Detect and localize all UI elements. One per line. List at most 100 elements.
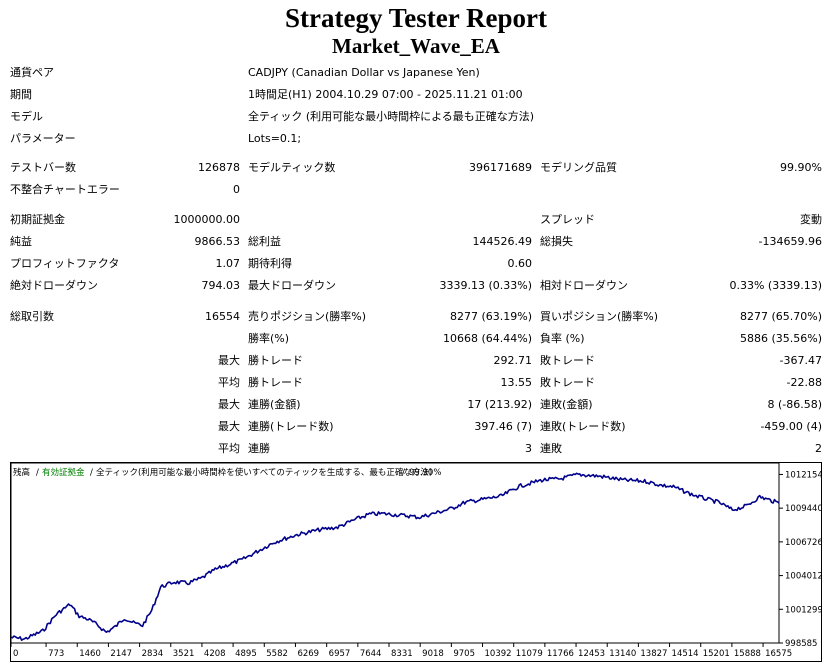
x-tick-label: 13140 — [609, 649, 636, 659]
ticks-label: モデルティック数 — [248, 161, 336, 174]
avg-consecutive-losses-label: 連敗 — [540, 442, 562, 455]
average-win-value: 13.55 — [500, 376, 533, 389]
ticks-value: 396171689 — [469, 161, 532, 174]
loss-rate-value: 5886 (35.56%) — [739, 332, 822, 345]
balance-chart: 998585 1001299 1004012 1006726 1009440 101215… — [10, 462, 822, 662]
expected-payoff-value: 0.60 — [507, 257, 533, 270]
max-consecutive-wins-label: 連勝(金額) — [248, 398, 301, 411]
deposit-label: 初期証拠金 — [10, 213, 65, 226]
relative-drawdown-value: 0.33% (3339.13) — [729, 279, 822, 292]
x-tick-label: 15888 — [734, 649, 761, 659]
period-label: 期間 — [10, 88, 32, 101]
plot-frame — [10, 462, 780, 644]
short-positions-value: 8277 (63.19%) — [449, 310, 532, 323]
max-consecutive-profit-label: 連勝(トレード数) — [248, 420, 334, 433]
gross-loss-label: 総損失 — [540, 235, 573, 248]
chart-background — [10, 462, 822, 662]
total-trades-value: 16554 — [205, 310, 240, 323]
profit-factor-value: 1.07 — [215, 257, 241, 270]
x-tick-label: 8331 — [391, 649, 413, 659]
model-label: モデル — [10, 110, 43, 123]
y-tick-label: 1001299 — [785, 605, 822, 615]
x-tick-label: 9018 — [422, 649, 444, 659]
parameters-label: パラメーター — [10, 132, 76, 145]
max-consecutive-losses-label: 連敗(金額) — [540, 398, 593, 411]
spread-label: スプレッド — [540, 213, 595, 226]
x-tick-label: 9705 — [453, 649, 475, 659]
x-tick-label: 12453 — [578, 649, 605, 659]
period-value: 1時間足(H1) 2004.10.29 07:00 - 2025.11.21 0… — [248, 88, 523, 101]
x-tick-label: 6269 — [297, 649, 319, 659]
x-tick-label: 5582 — [266, 649, 288, 659]
expected-payoff-label: 期待利得 — [248, 257, 292, 270]
legend-model: 全ティック(利用可能な最小時間枠を使いすべてのティックを生成する、最も正確な方法… — [96, 467, 432, 478]
y-tick-label: 998585 — [785, 639, 817, 649]
mismatch-label: 不整合チャートエラー — [10, 183, 120, 196]
legend-separator-2: / — [90, 468, 93, 478]
avg-consecutive-wins-label: 連勝 — [248, 442, 270, 455]
currency-pair-label: 通貨ペア — [10, 66, 54, 79]
max-consecutive-wins-value: 17 (213.92) — [467, 398, 532, 411]
largest-loss-value: -367.47 — [779, 354, 822, 367]
net-profit-value: 9866.53 — [194, 235, 241, 248]
max-drawdown-label: 最大ドローダウン — [248, 279, 336, 292]
avg-consecutive-losses-value: 2 — [815, 442, 822, 455]
x-tick-label: 6957 — [329, 649, 351, 659]
bars-label: テストバー数 — [10, 161, 76, 174]
x-tick-label: 10392 — [485, 649, 512, 659]
quality-label: モデリング品質 — [540, 161, 617, 174]
max-label-3: 最大 — [218, 420, 240, 433]
deposit-value: 1000000.00 — [173, 213, 240, 226]
legend-separator: / — [36, 468, 39, 478]
x-tick-label: 11766 — [547, 649, 574, 659]
x-tick-label: 2147 — [110, 649, 132, 659]
x-tick-label: 3521 — [173, 649, 195, 659]
x-tick-label: 15201 — [703, 649, 730, 659]
max-label: 最大 — [218, 354, 240, 367]
y-tick-label: 1009440 — [785, 504, 822, 514]
currency-pair-value: CADJPY (Canadian Dollar vs Japanese Yen) — [248, 66, 480, 79]
y-tick-label: 1012154 — [785, 470, 822, 480]
model-value: 全ティック (利用可能な最小時間枠による最も正確な方法) — [248, 110, 535, 123]
gross-profit-value: 144526.49 — [472, 235, 533, 248]
avg-consecutive-wins-value: 3 — [525, 442, 532, 455]
legend-separator-3: / — [402, 468, 405, 478]
x-tick-label: 11079 — [516, 649, 543, 659]
x-tick-label: 773 — [48, 649, 64, 659]
y-tick-label: 1004012 — [785, 572, 822, 582]
absolute-drawdown-value: 794.03 — [201, 279, 241, 292]
relative-drawdown-label: 相対ドローダウン — [540, 279, 628, 292]
max-consecutive-profit-value: 397.46 (7) — [474, 420, 532, 433]
x-tick-label: 14514 — [672, 649, 699, 659]
x-tick-label: 1460 — [79, 649, 101, 659]
average-loss-label: 敗トレード — [540, 376, 595, 389]
largest-win-label: 勝トレード — [248, 354, 303, 367]
x-tick-label: 2834 — [142, 649, 164, 659]
x-tick-label: 7644 — [360, 649, 382, 659]
bars-value: 126878 — [198, 161, 240, 174]
profit-factor-label: プロフィットファクタ — [10, 257, 120, 270]
win-rate-value: 10668 (64.44%) — [442, 332, 532, 345]
legend-balance: 残高 — [13, 467, 30, 478]
x-tick-label: 0 — [13, 649, 18, 659]
average-loss-value: -22.88 — [786, 376, 822, 389]
report-subtitle: Market_Wave_EA — [332, 34, 500, 58]
parameters-value: Lots=0.1; — [248, 132, 302, 145]
gross-loss-value: -134659.96 — [758, 235, 822, 248]
average-label: 平均 — [218, 376, 240, 389]
max-label-2: 最大 — [218, 398, 240, 411]
short-positions-label: 売りポジション(勝率%) — [248, 310, 367, 323]
quality-value: 99.90% — [780, 161, 822, 174]
x-tick-label: 4895 — [235, 649, 257, 659]
x-tick-label: 16575 — [765, 649, 792, 659]
net-profit-label: 純益 — [10, 235, 32, 248]
average-label-2: 平均 — [218, 442, 240, 455]
largest-loss-label: 敗トレード — [540, 354, 595, 367]
loss-rate-label: 負率 (%) — [540, 332, 585, 345]
max-consecutive-losses-value: 8 (-86.58) — [767, 398, 822, 411]
max-drawdown-value: 3339.13 (0.33%) — [439, 279, 532, 292]
largest-win-value: 292.71 — [493, 354, 533, 367]
win-rate-label: 勝率(%) — [248, 332, 290, 345]
max-consecutive-loss-amount-label: 連敗(トレード数) — [540, 420, 626, 433]
average-win-label: 勝トレード — [248, 376, 303, 389]
